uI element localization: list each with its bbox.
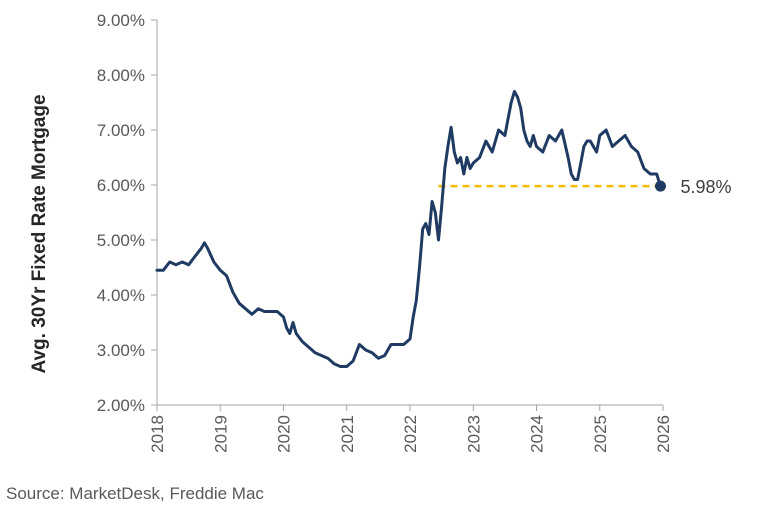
- x-tick-label: 2025: [591, 415, 610, 453]
- series-line-0: [155, 90, 662, 368]
- x-axis: 2018 2019 2020 2021 2022 2023 2024 2025 2026: [148, 404, 673, 453]
- x-tick-label: 2024: [528, 415, 547, 453]
- x-tick-label: 2019: [211, 415, 230, 453]
- series-layer: [155, 90, 662, 368]
- x-tick-label: 2026: [654, 415, 673, 453]
- x-tick-label: 2021: [338, 415, 357, 453]
- y-tick-label: 7.00%: [97, 121, 145, 140]
- x-tick-label: 2022: [401, 415, 420, 453]
- end-point-marker: [654, 180, 666, 192]
- y-tick-label: 6.00%: [97, 176, 145, 195]
- y-tick-label: 3.00%: [97, 341, 145, 360]
- y-tick-label: 9.00%: [97, 11, 145, 30]
- x-tick-label: 2020: [275, 415, 294, 453]
- y-axis-label: Avg. 30Yr Fixed Rate Mortgage: [29, 94, 50, 373]
- y-tick-label: 5.00%: [97, 231, 145, 250]
- y-tick-label: 8.00%: [97, 66, 145, 85]
- end-point-layer: 5.98%: [654, 177, 732, 197]
- y-tick-label: 4.00%: [97, 286, 145, 305]
- x-tick-label: 2018: [148, 415, 167, 453]
- y-tick-label: 2.00%: [97, 396, 145, 415]
- x-tick-label: 2023: [464, 415, 483, 453]
- y-axis: 2.00% 3.00% 4.00% 5.00% 6.00% 7.00% 8.00% 9.00%: [97, 11, 158, 415]
- source-note: Source: MarketDesk, Freddie Mac: [6, 484, 264, 503]
- mortgage-rate-chart: Avg. 30Yr Fixed Rate Mortgage 2.00% 3.00%…: [29, 11, 732, 453]
- end-point-label: 5.98%: [680, 177, 731, 197]
